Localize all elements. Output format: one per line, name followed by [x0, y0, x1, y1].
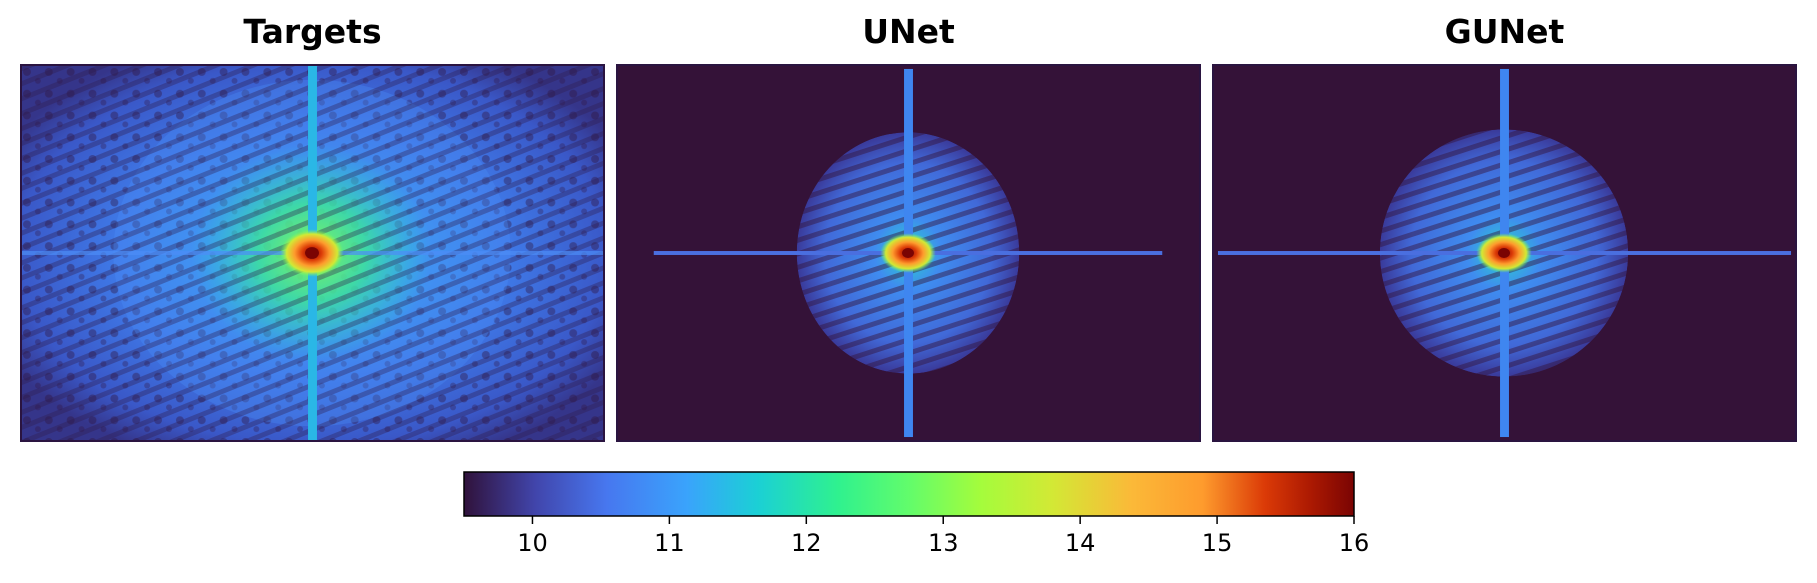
colorbar-tick-label: 14 [1065, 529, 1096, 557]
panel-title-gunet: GUNet [1444, 12, 1565, 51]
colorbar-gradient [463, 471, 1355, 517]
colorbar-ticks: 10 11 12 13 14 15 16 [517, 516, 1369, 557]
heatmap-targets-svg [22, 66, 603, 440]
heatmap-gunet [1212, 64, 1797, 442]
colorbar-tick-label: 15 [1202, 529, 1233, 557]
colorbar-tick-label: 10 [517, 529, 548, 557]
heatmap-unet-svg [618, 66, 1199, 440]
colorbar-tick-label: 16 [1339, 529, 1370, 557]
panel-title-targets: Targets [243, 12, 382, 51]
colorbar-tick-label: 13 [928, 529, 959, 557]
panel-title-unet: UNet [862, 12, 955, 51]
heatmap-targets [20, 64, 605, 442]
heatmap-unet [616, 64, 1201, 442]
colorbar-tick-label: 11 [654, 529, 685, 557]
heatmap-gunet-svg [1214, 66, 1795, 440]
colorbar-tick-label: 12 [791, 529, 822, 557]
